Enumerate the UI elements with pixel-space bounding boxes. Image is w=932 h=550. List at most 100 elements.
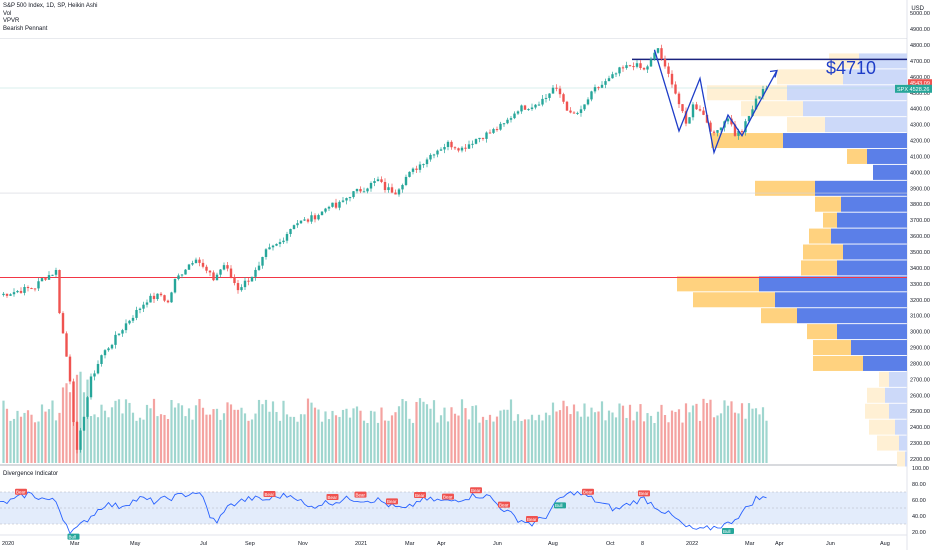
volume-bar	[156, 416, 159, 463]
x-tick-label: Apr	[775, 541, 784, 547]
volume-bar	[170, 399, 173, 463]
volume-bar	[649, 415, 653, 463]
candle-body	[583, 104, 586, 110]
bear-signal-label: Bear	[471, 488, 481, 493]
candle-body	[376, 179, 380, 182]
candle-body	[663, 58, 667, 67]
volume-profile-bar-up	[847, 148, 867, 164]
candle-body	[586, 99, 590, 105]
candle-body	[611, 74, 614, 79]
candle-body	[96, 363, 100, 374]
volume-bar	[264, 399, 268, 463]
volume-bar	[352, 408, 355, 463]
volume-bar	[467, 419, 471, 463]
candle-body	[695, 104, 698, 110]
candle-body	[481, 137, 485, 139]
volume-bar	[65, 383, 68, 463]
y-tick-label: 4700.00	[910, 59, 930, 65]
volume-bar	[33, 422, 37, 463]
candle-body	[523, 105, 527, 110]
volume-bar	[597, 411, 600, 463]
candle-body	[555, 87, 558, 89]
volume-bar	[747, 403, 751, 463]
candle-body	[366, 188, 369, 192]
volume-bar	[173, 407, 177, 463]
candle-body	[156, 293, 159, 300]
volume-bar	[733, 412, 737, 463]
volume-bar	[5, 408, 9, 463]
volume-bar	[551, 402, 555, 463]
candle-body	[257, 265, 261, 270]
volume-profile-bar-up	[807, 324, 837, 340]
volume-profile-bar-up	[693, 292, 775, 308]
candle-body	[569, 110, 572, 113]
candle-body	[667, 66, 670, 74]
candle-body	[502, 123, 506, 125]
volume-bar	[723, 400, 726, 463]
candle-body	[268, 247, 271, 250]
volume-profile-bar-down	[867, 148, 907, 164]
candle-body	[278, 242, 282, 244]
candle-body	[751, 109, 754, 117]
candle-body	[565, 101, 569, 111]
volume-bar	[320, 421, 324, 463]
candle-body	[86, 397, 89, 417]
candle-body	[331, 202, 334, 207]
volume-bar	[271, 401, 275, 463]
candle-body	[488, 132, 492, 134]
bull-signal-label: Bull	[69, 534, 77, 539]
bear-signal-badge	[263, 491, 276, 497]
candle-body	[618, 67, 621, 74]
volume-profile-bar-up	[823, 212, 837, 228]
candle-body	[506, 119, 509, 124]
candle-body	[212, 272, 215, 281]
volume-bar	[54, 420, 58, 463]
volume-bar	[562, 400, 565, 463]
candle-body	[93, 373, 96, 377]
volume-bar	[93, 414, 96, 463]
y-tick-label: 4100.00	[910, 154, 930, 160]
x-tick-label: 8	[641, 541, 644, 547]
oscillator-level-label: 40.00	[912, 514, 926, 520]
volume-bar	[341, 409, 345, 463]
candle-body	[79, 430, 82, 450]
candle-body	[537, 104, 541, 106]
volume-bar	[362, 420, 366, 463]
x-tick-label: Sep	[245, 541, 255, 547]
volume-profile-bar-up	[809, 228, 831, 244]
candle-body	[681, 104, 684, 112]
volume-bar	[355, 406, 359, 463]
candle-body	[184, 269, 187, 275]
y-tick-label: 2800.00	[910, 361, 930, 367]
candle-body	[310, 215, 313, 222]
candle-body	[674, 84, 677, 94]
bear-signal-badge	[414, 492, 426, 498]
x-tick-label: Apr	[437, 541, 446, 547]
volume-bar	[254, 413, 257, 463]
volume-bar	[530, 414, 534, 463]
candle-body	[2, 293, 5, 296]
volume-profile-bar-down	[859, 53, 907, 69]
volume-bar	[688, 412, 691, 463]
volume-bar	[443, 407, 446, 463]
last-price-badge	[908, 79, 932, 88]
volume-bar	[737, 413, 740, 463]
candle-body	[348, 197, 352, 199]
volume-bar	[247, 420, 250, 463]
volume-bar	[261, 404, 264, 463]
y-tick-label: 2600.00	[910, 393, 930, 399]
volume-bar	[691, 405, 695, 463]
volume-bar	[145, 404, 149, 463]
y-tick-label: 4300.00	[910, 123, 930, 129]
candle-body	[639, 63, 642, 69]
candle-body	[649, 59, 653, 67]
y-tick-label: 3100.00	[910, 314, 930, 320]
volume-bar	[569, 414, 572, 463]
volume-profile-bar-down	[895, 419, 907, 435]
currency-label: USD	[911, 6, 924, 12]
volume-profile-bar-down	[815, 180, 907, 196]
candle-body	[180, 274, 184, 276]
volume-bar	[219, 419, 222, 463]
candle-body	[625, 65, 628, 69]
